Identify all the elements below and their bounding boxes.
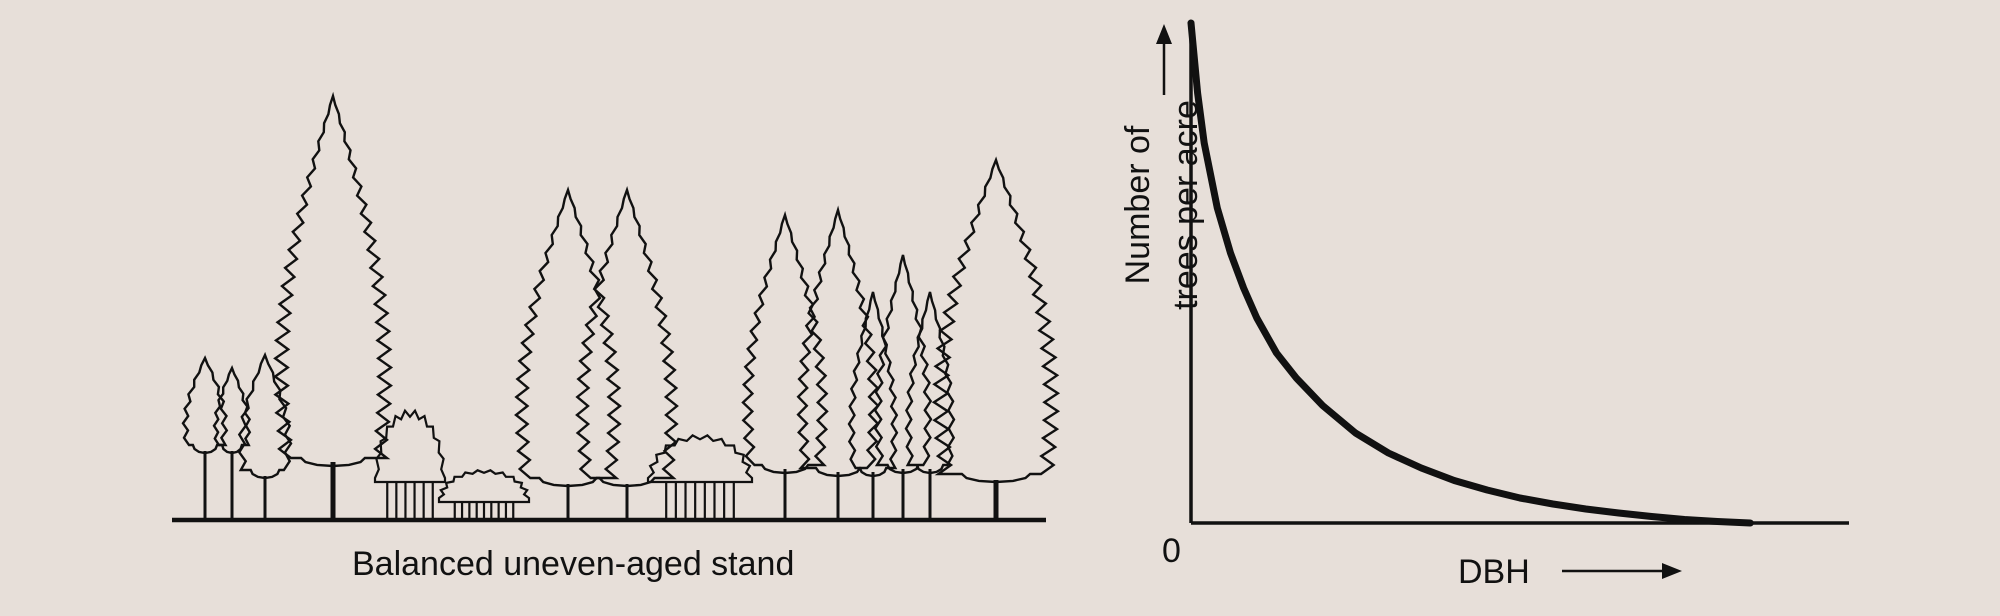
x-axis-title: DBH [1458,553,1530,591]
distribution-curve [1187,19,1754,527]
y-axis-title: Number of trees per acre [1119,100,1205,310]
shrub [646,434,754,520]
shrub [437,469,531,520]
tree [212,364,252,520]
tree [847,291,899,520]
tree [272,91,394,520]
tree [904,291,956,520]
tree [796,205,880,520]
origin-label: 0 [1162,532,1181,570]
tree [931,156,1061,520]
tree-group [181,91,1061,520]
tree [514,186,622,520]
tree [237,351,293,520]
x-axis-arrow-head [1662,563,1682,579]
y-axis-arrow-head [1156,24,1172,44]
tree [575,186,679,520]
stand-caption: Balanced uneven-aged stand [352,545,795,583]
shrub [373,408,447,520]
